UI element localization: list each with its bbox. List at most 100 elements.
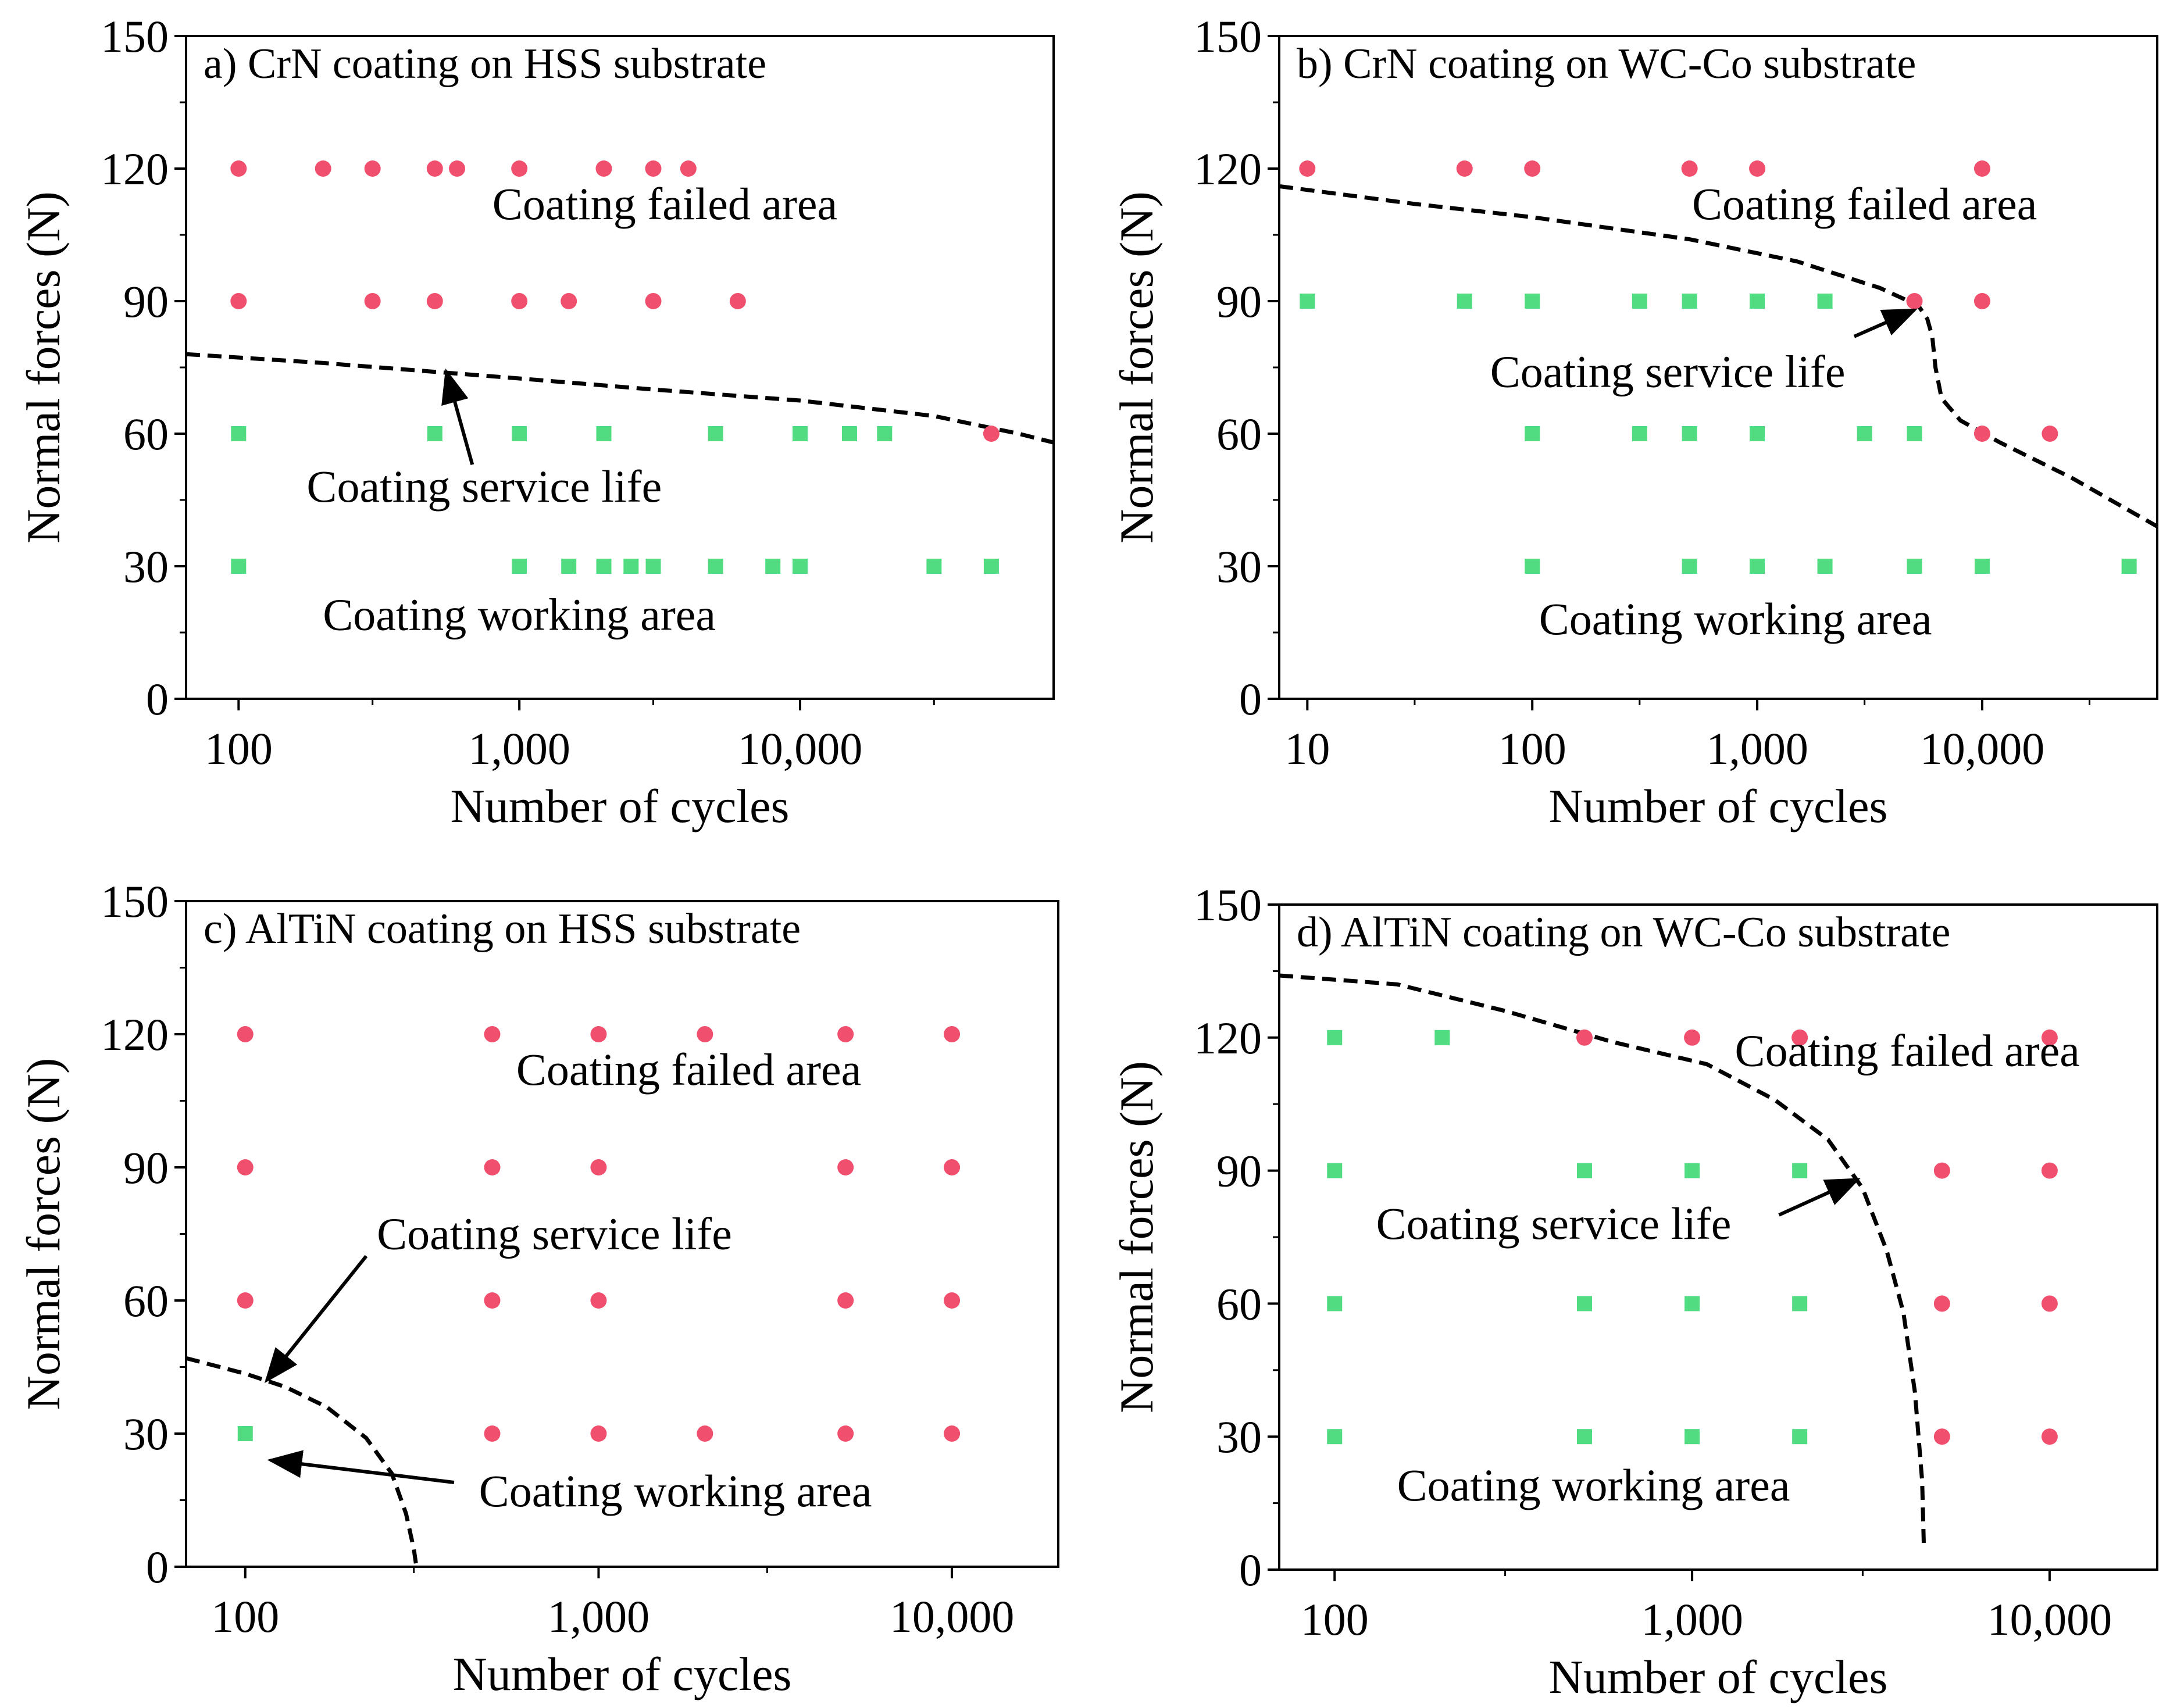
failed-point <box>561 293 577 309</box>
working-point <box>1750 294 1765 309</box>
failed-point <box>237 1159 254 1175</box>
failed-point <box>595 160 612 177</box>
failed-point <box>837 1425 854 1442</box>
failed-point <box>944 1026 961 1042</box>
y-tick-label: 120 <box>1194 144 1262 194</box>
failed-point <box>1973 293 1990 309</box>
panel-title: d) AlTiN coating on WC-Co substrate <box>1297 909 1950 956</box>
working-point <box>623 559 639 574</box>
working-point <box>877 426 893 441</box>
failed-point <box>680 160 697 177</box>
x-tick-label: 10,000 <box>738 723 863 774</box>
working-point <box>1300 294 1315 309</box>
working-point <box>1750 559 1765 574</box>
y-tick-label: 150 <box>101 11 169 62</box>
working-point <box>1817 294 1833 309</box>
working-point <box>512 559 527 574</box>
working-point <box>1434 1030 1450 1045</box>
failed-point <box>1933 1162 1950 1179</box>
working-point <box>1576 1296 1592 1312</box>
working-point <box>231 426 247 441</box>
annotation-arrow <box>264 1255 368 1384</box>
y-tick-label: 150 <box>1194 11 1262 62</box>
failed-point <box>645 293 662 309</box>
working-point <box>1682 294 1697 309</box>
working-point <box>1750 426 1765 441</box>
failed-point <box>2041 1162 2058 1179</box>
x-tick-label: 100 <box>1301 1594 1369 1645</box>
working-point <box>1907 559 1922 574</box>
failed-point <box>364 160 381 177</box>
working-point <box>596 426 612 441</box>
y-tick-label: 60 <box>123 1275 169 1326</box>
working-point <box>645 559 661 574</box>
y-tick-label: 0 <box>146 1542 169 1592</box>
panel-b: 0 30 60 90 120 150 10 100 1,000 10,000 Number of c… <box>1110 11 2158 832</box>
working-point <box>1632 426 1647 441</box>
failed-point <box>1749 160 1766 177</box>
annotation-label: Coating failed area <box>516 1044 861 1095</box>
failed-point <box>511 160 528 177</box>
failed-point <box>1933 1428 1950 1445</box>
annotation-label: Coating working area <box>1397 1460 1790 1510</box>
annotation-label: Coating failed area <box>492 178 837 229</box>
working-point <box>237 1426 253 1441</box>
failed-point <box>237 1026 254 1042</box>
failed-point <box>484 1159 501 1175</box>
failed-point <box>1973 160 1990 177</box>
working-point <box>1682 426 1697 441</box>
x-tick-label: 1,000 <box>468 723 570 774</box>
failed-point <box>944 1292 961 1309</box>
failed-point <box>511 293 528 309</box>
failed-point <box>2042 426 2058 442</box>
x-axis-title: Number of cycles <box>1549 780 1888 832</box>
failed-point <box>237 1292 254 1309</box>
y-tick-label: 120 <box>1194 1013 1262 1063</box>
service-life-curve <box>185 1356 419 1567</box>
failed-point <box>1456 160 1473 177</box>
working-point <box>1525 426 1540 441</box>
working-point <box>708 559 723 574</box>
x-tick-label: 10,000 <box>1920 723 2045 774</box>
failed-point <box>590 1026 607 1042</box>
failed-point <box>2041 1295 2058 1312</box>
y-tick-label: 60 <box>123 409 169 459</box>
working-point <box>1525 294 1540 309</box>
working-point <box>1792 1163 1808 1178</box>
y-tick-label: 90 <box>123 1142 169 1193</box>
failed-point <box>230 160 247 177</box>
y-tick-label: 30 <box>1216 541 1262 592</box>
x-tick-label: 1,000 <box>548 1591 650 1642</box>
x-tick-label: 10 <box>1284 723 1330 774</box>
x-tick-label: 1,000 <box>1641 1594 1743 1645</box>
failed-point <box>837 1292 854 1309</box>
failed-point <box>590 1159 607 1175</box>
working-point <box>1792 1429 1808 1445</box>
working-point <box>1576 1163 1592 1178</box>
y-axis-title: Normal forces (N) <box>17 1058 70 1410</box>
failed-point <box>449 160 466 177</box>
working-point <box>1685 1429 1700 1445</box>
failed-point <box>944 1159 961 1175</box>
y-tick-label: 30 <box>1216 1412 1262 1462</box>
x-axis-title: Number of cycles <box>451 780 790 832</box>
failed-point <box>2041 1029 2058 1046</box>
working-point <box>512 426 527 441</box>
failed-point <box>315 160 331 177</box>
panel-d: 0 30 60 90 120 150 100 1,000 10,000 Number of cyc… <box>1110 880 2158 1703</box>
panel-title: a) CrN coating on HSS substrate <box>204 40 766 88</box>
annotation-label: Coating failed area <box>1735 1025 2080 1076</box>
failed-point <box>1576 1029 1593 1046</box>
x-tick-label: 100 <box>1498 723 1566 774</box>
working-point <box>1792 1296 1808 1312</box>
working-point <box>1682 559 1697 574</box>
x-tick-label: 10,000 <box>890 1591 1015 1642</box>
annotation-label: Coating working area <box>323 589 716 640</box>
working-point <box>1327 1429 1343 1445</box>
failed-point <box>230 293 247 309</box>
working-point <box>708 426 723 441</box>
failed-point <box>426 160 443 177</box>
y-axis-title: Normal forces (N) <box>1110 191 1163 544</box>
annotation-arrow <box>267 1450 455 1484</box>
